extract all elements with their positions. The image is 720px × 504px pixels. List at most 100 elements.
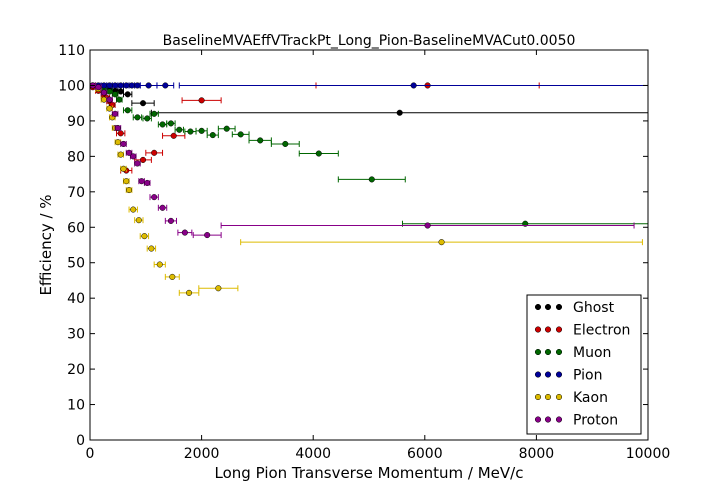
data-point — [204, 232, 211, 239]
data-point — [106, 88, 113, 95]
data-point — [237, 131, 244, 138]
data-point — [185, 289, 193, 296]
x-tick-label: 2000 — [184, 446, 220, 462]
data-point — [124, 107, 131, 114]
legend-label: Ghost — [573, 300, 615, 316]
x-axis-title: Long Pion Transverse Momentum / MeV/c — [215, 464, 524, 482]
data-point — [167, 217, 174, 224]
data-point — [148, 245, 155, 252]
legend-marker — [534, 393, 542, 401]
data-point — [134, 114, 141, 121]
data-point — [162, 82, 169, 89]
data-point — [198, 97, 205, 104]
data-point — [151, 110, 158, 117]
data-point — [114, 124, 121, 132]
legend-marker — [534, 326, 542, 333]
data-point — [159, 121, 166, 128]
data-point — [438, 239, 445, 246]
data-point — [151, 194, 158, 201]
data-point — [134, 160, 141, 167]
data-point — [198, 127, 205, 134]
data-point — [114, 139, 121, 146]
legend-marker — [555, 303, 563, 311]
x-tick-label: 8000 — [519, 446, 555, 462]
data-point — [151, 149, 158, 156]
series-pion — [89, 82, 649, 89]
data-point — [130, 153, 137, 160]
y-tick-label: 10 — [67, 398, 85, 414]
legend-label: Proton — [573, 413, 618, 429]
y-tick-label: 0 — [76, 433, 85, 449]
data-point — [209, 132, 216, 139]
plot-frame — [89, 49, 649, 441]
y-tick-label: 60 — [67, 220, 85, 236]
legend-marker — [555, 348, 563, 356]
data-point — [95, 84, 102, 91]
data-point — [144, 115, 151, 122]
data-point — [117, 130, 124, 137]
x-tick-label: 10000 — [626, 446, 671, 462]
series-muon — [89, 82, 649, 227]
data-point — [100, 82, 107, 89]
legend-label: Pion — [573, 368, 602, 384]
data-point — [120, 165, 127, 172]
x-tick-label: 6000 — [407, 446, 443, 462]
y-tick-label: 100 — [58, 78, 85, 94]
legend-entry-ghost: Ghost — [534, 300, 615, 316]
data-point — [138, 178, 145, 185]
data-point — [159, 204, 166, 211]
y-tick-label: 70 — [67, 185, 85, 201]
data-point — [128, 82, 135, 89]
data-point — [368, 176, 375, 183]
data-point — [106, 82, 113, 89]
legend-marker — [534, 303, 542, 311]
legend-marker — [544, 348, 552, 356]
data-point — [176, 126, 183, 133]
data-point — [106, 105, 113, 112]
data-point — [170, 132, 177, 139]
legend-marker — [555, 326, 563, 333]
data-point — [130, 206, 137, 213]
legend-entry-muon: Muon — [534, 345, 611, 361]
data-point — [167, 120, 174, 127]
data-point — [139, 156, 147, 163]
data-point — [141, 233, 148, 240]
legend-marker — [555, 393, 563, 401]
series-layer — [89, 82, 649, 296]
data-point — [396, 109, 403, 116]
legend-label: Muon — [573, 345, 611, 361]
legend-marker — [544, 393, 552, 401]
legend-entry-electron: Electron — [534, 323, 630, 339]
y-tick-label: 40 — [67, 291, 85, 307]
series-kaon — [89, 82, 643, 296]
legend-marker — [544, 326, 552, 333]
data-point — [126, 186, 133, 194]
legend-entry-proton: Proton — [534, 413, 618, 429]
data-point — [156, 261, 163, 268]
data-point — [223, 125, 230, 132]
legend-label: Kaon — [573, 390, 608, 406]
data-point — [100, 96, 107, 103]
legend-marker — [555, 416, 563, 423]
data-point — [181, 229, 188, 236]
legend-entry-kaon: Kaon — [534, 390, 608, 406]
x-tick-label: 4000 — [295, 446, 331, 462]
legend: Ghost Electron Muon Pion Kaon Proton — [526, 294, 642, 435]
data-point — [410, 82, 417, 89]
data-point — [257, 137, 264, 144]
legend-marker — [555, 371, 563, 378]
series-proton — [89, 82, 635, 239]
data-point — [169, 273, 176, 280]
data-point — [112, 110, 119, 117]
data-point — [117, 151, 124, 158]
y-tick-label: 80 — [67, 149, 85, 165]
legend-marker — [534, 416, 542, 423]
data-point — [124, 91, 131, 98]
legend-entry-pion: Pion — [534, 368, 602, 384]
data-point — [112, 82, 119, 89]
data-point — [315, 150, 322, 157]
data-point — [123, 178, 130, 185]
legend-marker — [544, 416, 552, 423]
data-point — [117, 88, 124, 95]
